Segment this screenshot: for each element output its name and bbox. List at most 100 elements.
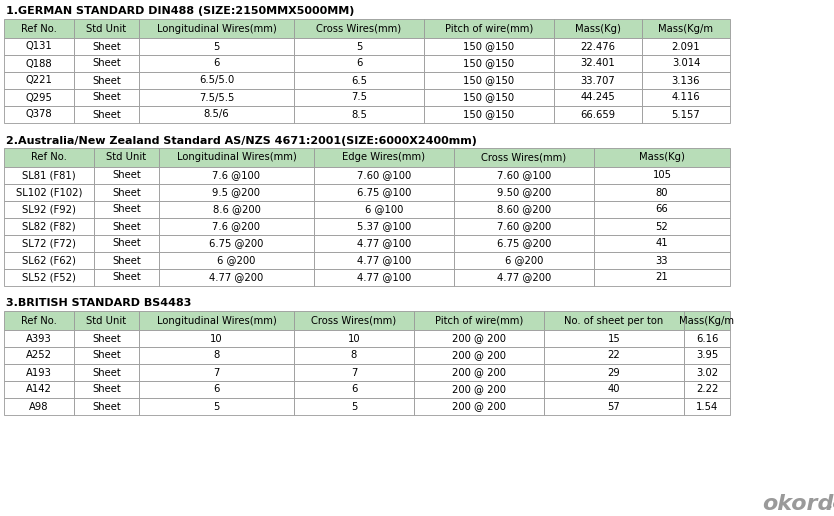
Text: Q131: Q131 — [26, 41, 53, 52]
Bar — [94, 148, 159, 167]
Bar — [414, 347, 544, 364]
Bar — [642, 106, 730, 123]
Bar — [74, 381, 139, 398]
Text: 6.75 @200: 6.75 @200 — [209, 238, 264, 249]
Text: Sheet: Sheet — [92, 401, 121, 411]
Text: Sheet: Sheet — [92, 92, 121, 103]
Text: 6: 6 — [214, 384, 219, 395]
Bar — [314, 184, 454, 201]
Bar — [424, 72, 554, 89]
Text: 3.136: 3.136 — [671, 75, 701, 86]
Text: 10: 10 — [348, 333, 360, 344]
Text: SL52 (F52): SL52 (F52) — [22, 272, 76, 282]
Bar — [642, 38, 730, 55]
Bar — [94, 235, 159, 252]
Text: 8: 8 — [214, 350, 219, 361]
Text: 7.5: 7.5 — [351, 92, 367, 103]
Text: 80: 80 — [656, 187, 668, 198]
Text: 3.BRITISH STANDARD BS4483: 3.BRITISH STANDARD BS4483 — [6, 298, 191, 309]
Text: Q378: Q378 — [26, 109, 53, 120]
Text: Sheet: Sheet — [92, 109, 121, 120]
Bar — [544, 364, 684, 381]
Bar — [74, 89, 139, 106]
Text: Ref No.: Ref No. — [31, 153, 67, 163]
Text: 5: 5 — [214, 41, 219, 52]
Bar — [139, 311, 294, 330]
Text: Sheet: Sheet — [92, 350, 121, 361]
Text: 200 @ 200: 200 @ 200 — [452, 401, 506, 411]
Text: 200 @ 200: 200 @ 200 — [452, 384, 506, 395]
Text: 6.75 @100: 6.75 @100 — [357, 187, 411, 198]
Text: Ref No.: Ref No. — [21, 24, 57, 34]
Bar — [139, 19, 294, 38]
Text: SL72 (F72): SL72 (F72) — [22, 238, 76, 249]
Bar — [159, 184, 314, 201]
Text: 200 @ 200: 200 @ 200 — [452, 333, 506, 344]
Bar — [544, 347, 684, 364]
Text: Sheet: Sheet — [92, 367, 121, 378]
Text: 4.77 @100: 4.77 @100 — [357, 238, 411, 249]
Bar — [594, 235, 730, 252]
Text: 6.5/5.0: 6.5/5.0 — [198, 75, 234, 86]
Text: Longitudinal Wires(mm): Longitudinal Wires(mm) — [157, 24, 276, 34]
Bar — [544, 381, 684, 398]
Text: SL92 (F92): SL92 (F92) — [22, 204, 76, 215]
Text: A193: A193 — [26, 367, 52, 378]
Text: 6 @200: 6 @200 — [218, 255, 256, 266]
Bar — [294, 72, 424, 89]
Bar — [4, 381, 74, 398]
Text: 7.6 @200: 7.6 @200 — [213, 221, 260, 232]
Text: Q188: Q188 — [26, 58, 53, 69]
Text: Mass(Kg): Mass(Kg) — [575, 24, 621, 34]
Bar — [594, 167, 730, 184]
Bar — [4, 201, 94, 218]
Text: Sheet: Sheet — [92, 333, 121, 344]
Bar — [4, 167, 94, 184]
Text: 44.245: 44.245 — [580, 92, 615, 103]
Bar — [424, 19, 554, 38]
Text: Longitudinal Wires(mm): Longitudinal Wires(mm) — [177, 153, 296, 163]
Text: 7: 7 — [214, 367, 219, 378]
Text: 2.Australia/New Zealand Standard AS/NZS 4671:2001(SIZE:6000X2400mm): 2.Australia/New Zealand Standard AS/NZS … — [6, 136, 477, 146]
Text: 22.476: 22.476 — [580, 41, 615, 52]
Bar — [424, 89, 554, 106]
Bar — [554, 38, 642, 55]
Text: Cross Wires(mm): Cross Wires(mm) — [481, 153, 566, 163]
Bar — [294, 38, 424, 55]
Text: No. of sheet per ton: No. of sheet per ton — [565, 315, 664, 326]
Bar — [314, 201, 454, 218]
Text: 4.77 @200: 4.77 @200 — [209, 272, 264, 282]
Text: 5: 5 — [356, 41, 362, 52]
Bar — [4, 311, 74, 330]
Text: 33: 33 — [656, 255, 668, 266]
Bar — [294, 347, 414, 364]
Bar — [4, 72, 74, 89]
Text: Sheet: Sheet — [112, 272, 141, 282]
Text: 7.60 @100: 7.60 @100 — [497, 170, 551, 181]
Bar — [414, 381, 544, 398]
Bar — [414, 330, 544, 347]
Bar — [139, 72, 294, 89]
Bar — [139, 381, 294, 398]
Text: 6 @100: 6 @100 — [364, 204, 403, 215]
Text: 7.60 @100: 7.60 @100 — [357, 170, 411, 181]
Bar — [294, 89, 424, 106]
Bar — [139, 398, 294, 415]
Bar — [544, 311, 684, 330]
Bar — [94, 184, 159, 201]
Text: 6: 6 — [356, 58, 362, 69]
Text: Mass(Kg/m: Mass(Kg/m — [680, 315, 735, 326]
Text: Sheet: Sheet — [112, 255, 141, 266]
Bar — [454, 184, 594, 201]
Text: 32.401: 32.401 — [580, 58, 615, 69]
Text: 5: 5 — [351, 401, 357, 411]
Bar — [454, 235, 594, 252]
Text: 22: 22 — [608, 350, 620, 361]
Text: 66: 66 — [656, 204, 668, 215]
Text: 8: 8 — [351, 350, 357, 361]
Bar — [314, 148, 454, 167]
Bar — [294, 398, 414, 415]
Bar — [159, 148, 314, 167]
Bar — [544, 398, 684, 415]
Text: .com: .com — [828, 497, 834, 511]
